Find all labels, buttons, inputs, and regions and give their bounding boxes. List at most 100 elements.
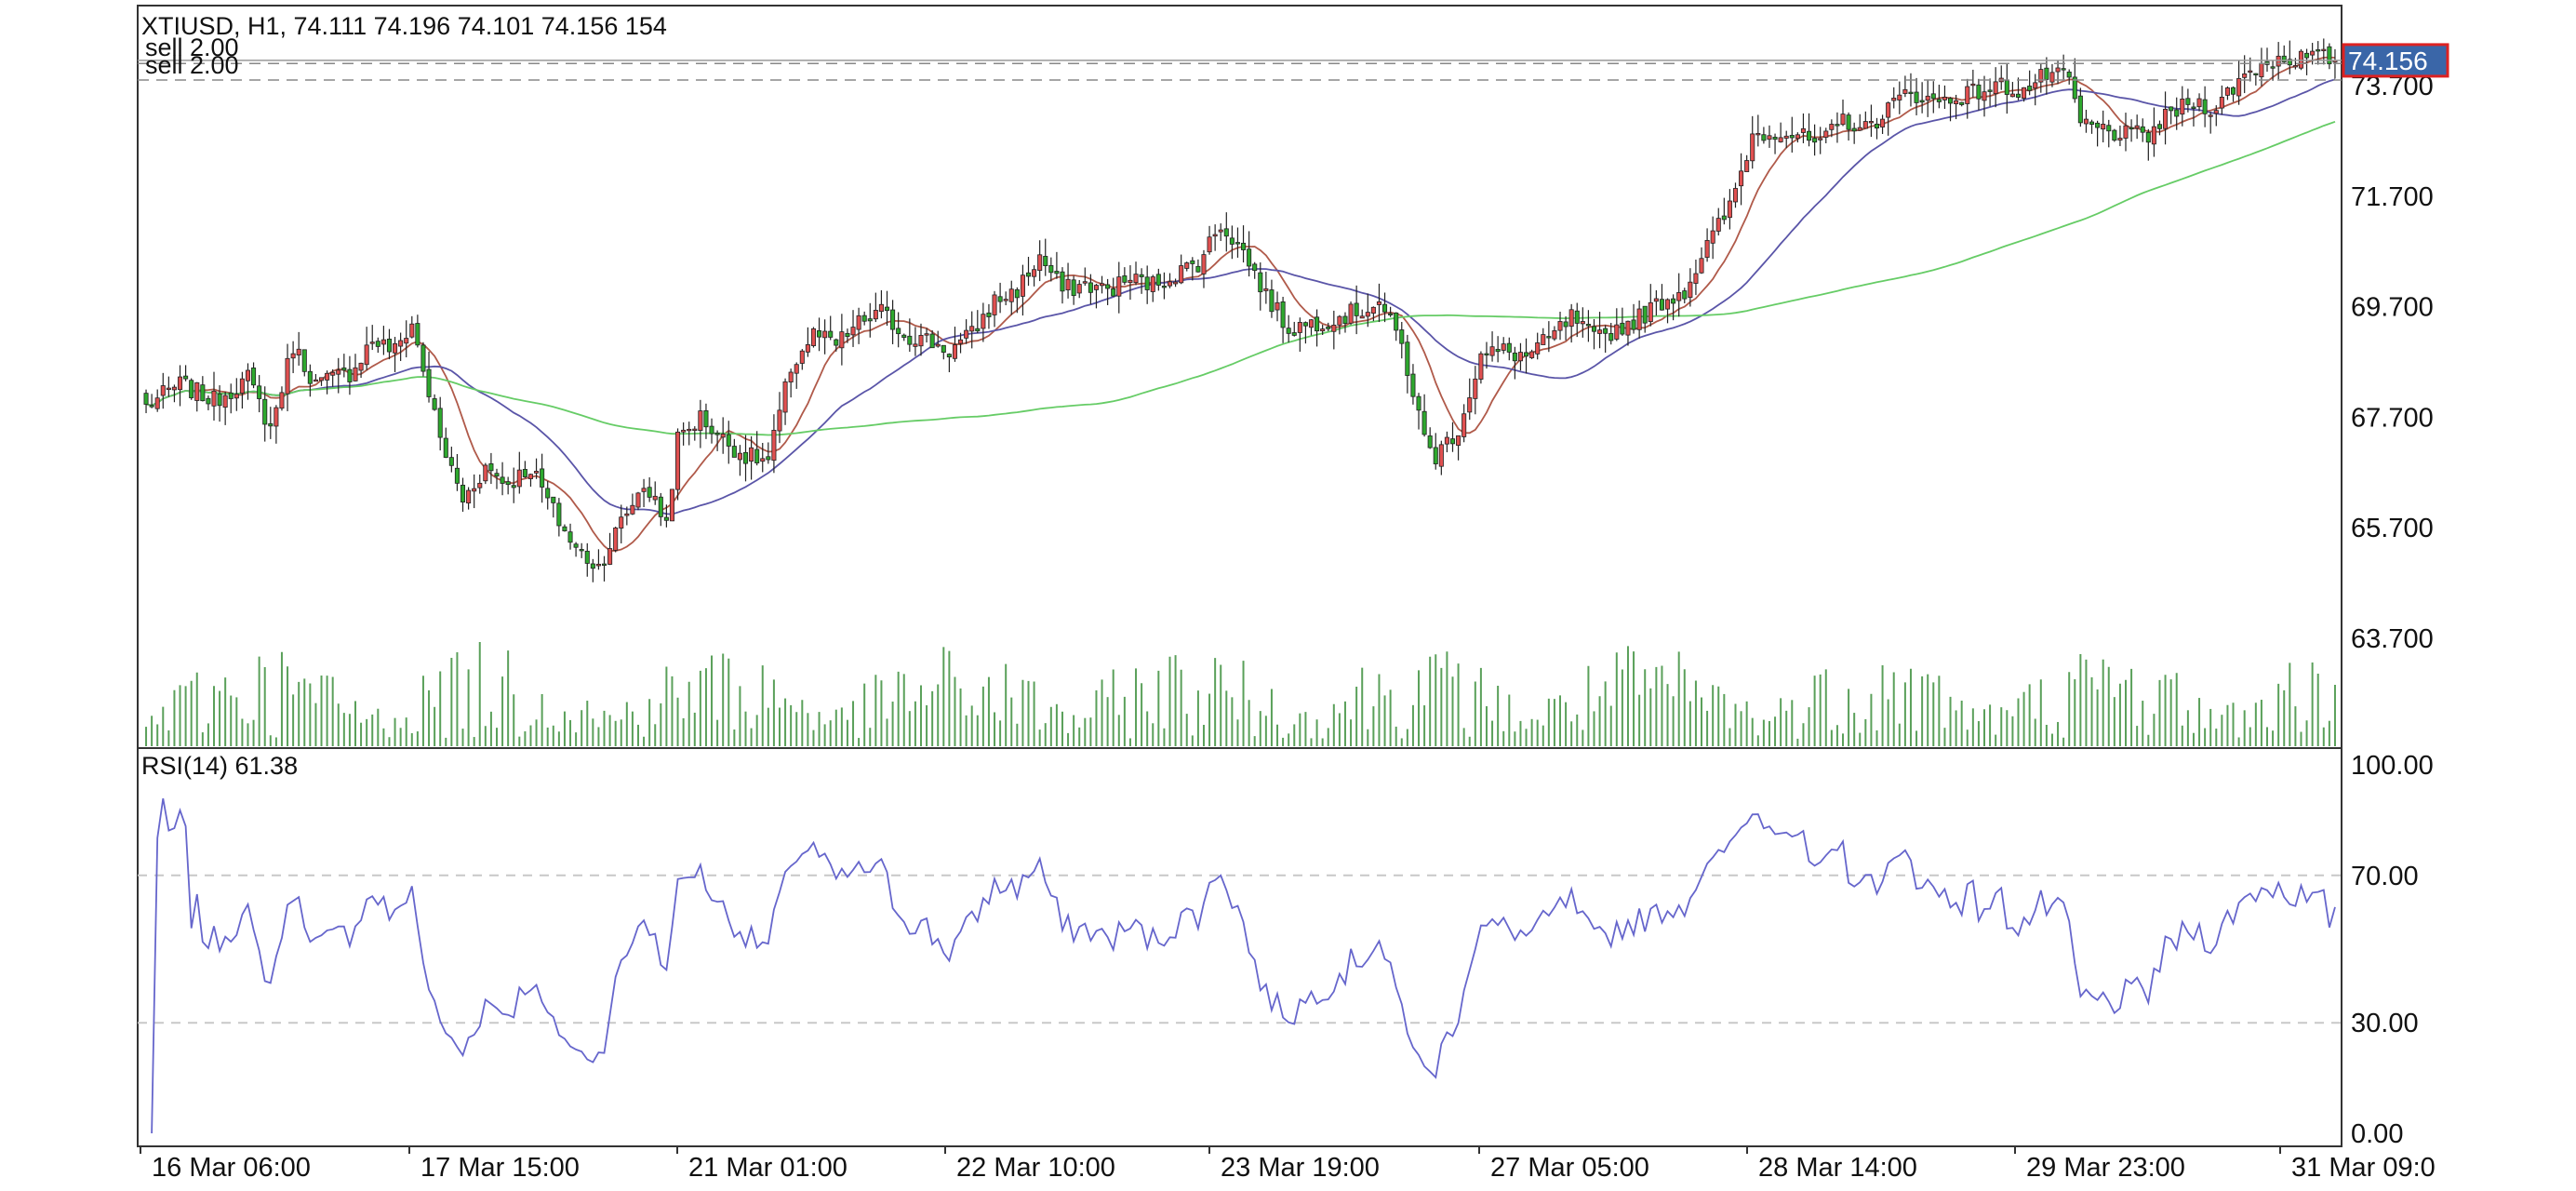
candle-bear [1874, 123, 1880, 129]
candle-bear [1512, 352, 1517, 362]
candle-bull [472, 488, 477, 492]
candle-bull [1438, 444, 1444, 467]
candle-bear [1054, 271, 1060, 274]
candle-bear [262, 398, 268, 425]
candle-bull [1082, 281, 1088, 284]
candle-bear [2044, 67, 2049, 80]
candle-bear [754, 448, 760, 463]
price-tick-4: 65.700 [2351, 514, 2434, 543]
candle-bear [1772, 136, 1778, 141]
candle-bull [771, 429, 777, 462]
candle-bull [1783, 135, 1789, 139]
candle-bull [1750, 133, 1755, 162]
candle-bear [386, 339, 393, 353]
time-tick-0: 16 Mar 06:00 [152, 1153, 311, 1183]
candle-bear [454, 467, 460, 484]
candle-bull [1359, 315, 1365, 319]
candle-bull [749, 447, 754, 462]
candle-bear [2066, 71, 2072, 78]
candle-bull [613, 527, 619, 551]
candle-bull [1993, 81, 1998, 95]
rsi-pane[interactable] [137, 747, 2342, 1147]
candle-bear [2089, 121, 2095, 126]
candle-bear [1025, 272, 1032, 277]
candle-bull [285, 357, 290, 395]
candle-bear [545, 488, 551, 499]
candle-bull [1710, 230, 1715, 244]
candle-bull [1818, 138, 1823, 141]
candle-bull [799, 350, 805, 364]
candle-bull [737, 452, 742, 461]
candle-bear [828, 330, 834, 338]
candle-bull [2180, 99, 2185, 115]
candle-bull [1517, 352, 1523, 362]
candle-bull [336, 369, 341, 375]
candle-bear [1326, 327, 1331, 329]
candle-bear [2281, 55, 2287, 62]
candle-bear [1302, 322, 1308, 327]
candle-bear [2202, 99, 2208, 114]
candle-bull [1320, 328, 1326, 332]
candle-bear [1987, 89, 1993, 92]
candle-bear [2095, 122, 2101, 128]
candle-bear [551, 496, 556, 503]
candle-bull [1467, 397, 1473, 413]
candle-bull [607, 548, 613, 565]
candle-bear [2027, 86, 2033, 91]
candle-bull [924, 333, 929, 336]
candle-bear [2304, 52, 2310, 59]
candle-bull [1501, 343, 1506, 351]
candle-bull [1614, 324, 1620, 340]
candle-bull [2236, 78, 2242, 97]
candle-bull [1597, 329, 1603, 334]
candle-bull [2248, 70, 2253, 74]
candle-bull [1767, 135, 1772, 141]
candle-bull [1902, 88, 1908, 94]
candle-bull [635, 492, 641, 508]
price-pane[interactable] [137, 5, 2342, 749]
candle-bull [1065, 278, 1071, 291]
candle-bear [726, 434, 731, 447]
candle-bull [409, 323, 415, 338]
candle-bull [969, 326, 975, 332]
candle-bear [2129, 127, 2134, 130]
candle-bull [1529, 351, 1535, 358]
candle-bull [1212, 234, 1218, 237]
candle-bull [913, 343, 918, 347]
time-axis: 16 Mar 06:00 17 Mar 15:00 21 Mar 01:00 22 M… [140, 1146, 2436, 1183]
candle-bear [1671, 298, 1676, 304]
candle-bear [1071, 279, 1076, 297]
candle-bear [522, 468, 527, 477]
candle-bull [1862, 121, 1868, 129]
candle-bear [488, 462, 494, 472]
candle-bull [2219, 97, 2224, 109]
candle-bull [619, 516, 624, 529]
candle-bull [1150, 276, 1155, 292]
candle-bull [1625, 320, 1631, 336]
candle-bull [624, 513, 630, 516]
candle-bull [1970, 83, 1976, 87]
candle-bull [1880, 118, 1886, 127]
candle-bull [1376, 301, 1381, 305]
ma-slow-line [145, 120, 2336, 436]
candle-bull [1965, 86, 1970, 104]
candle-bear [1585, 324, 1591, 327]
candle-bull [1179, 265, 1184, 284]
candle-bear [540, 468, 545, 488]
candle-bull [1275, 301, 1280, 311]
candle-bear [443, 437, 448, 458]
candle-bull [2242, 74, 2248, 78]
candle-bull [2009, 93, 2015, 98]
time-tick-8: 31 Mar 09:0 [2291, 1153, 2436, 1183]
price-tick-2: 69.700 [2351, 293, 2434, 323]
candle-bull [171, 386, 177, 391]
candle-bear [2077, 95, 2083, 124]
candle-bull [1727, 200, 1732, 219]
candle-bull [992, 294, 997, 315]
candle-bull [466, 489, 472, 504]
candle-bear [1394, 312, 1399, 331]
candle-bull [1008, 288, 1014, 302]
candle-bear [2327, 46, 2332, 65]
candle-bull [1857, 127, 1862, 131]
